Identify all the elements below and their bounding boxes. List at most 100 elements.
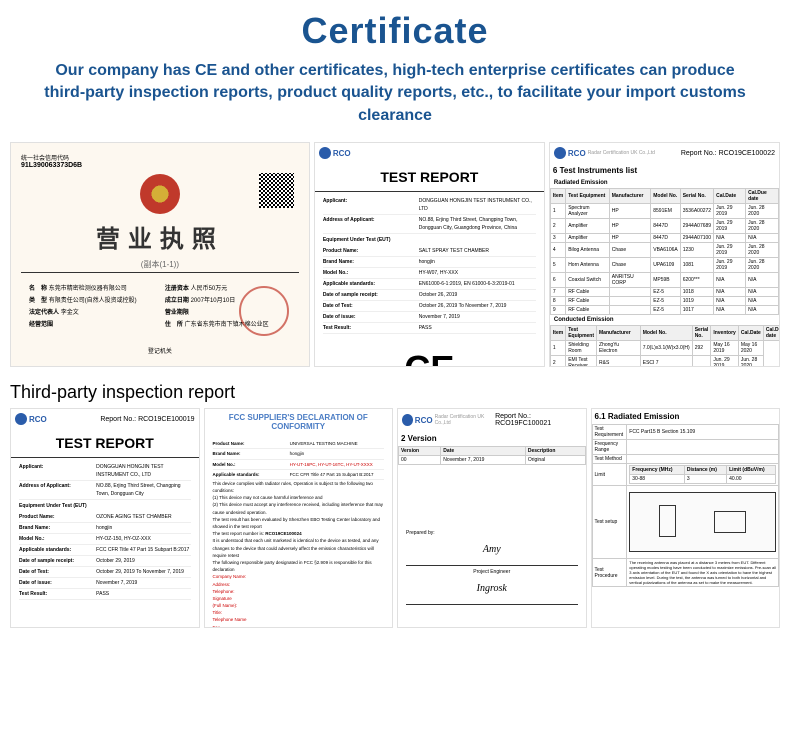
rco-logo-icon — [319, 147, 331, 159]
prepared-by-label: Prepared by: — [406, 529, 578, 537]
setup-label: Test setup — [592, 486, 627, 559]
rco-logo-icon — [402, 414, 413, 426]
brand-label: Brand Name: — [213, 450, 290, 457]
certificates-row-1: 统一社会信用代码 91L390063373D6B 营业执照 (副本(1-1)) … — [0, 142, 790, 367]
radiated-procedure-report: 6.1 Radiated Emission Test RequirementFC… — [591, 408, 781, 628]
page-title: Certificate — [20, 10, 770, 52]
signature-2: Ingrosk — [406, 576, 578, 602]
issue-date-val: November 7, 2019 — [419, 313, 536, 321]
report-num-val: RCO19CE100024 — [265, 531, 301, 536]
model-val: HY-OZ-150, HY-OZ-XXX — [96, 535, 190, 543]
standards-val: FCC CFR Title 47 Part 15 Subpart B:2017 — [96, 546, 190, 554]
standards-val: EN61000-6-1:2019, EN 61000-6-3:2019-01 — [419, 280, 536, 288]
signature-1: Amy — [406, 537, 578, 563]
ce-test-report: RCO TEST REPORT Applicant:DONGGUAN HONGJ… — [314, 142, 545, 367]
applicant-val: DONGGUAN HONGJIN TEST INSTRUMENT CO., LT… — [96, 463, 190, 479]
role-1: Project Engineer — [406, 568, 578, 576]
report-number: Report No.: RCO19CE100019 — [100, 416, 194, 423]
report-number: Report No.: RCO19FC100021 — [495, 413, 581, 427]
official-seal-icon — [239, 286, 289, 336]
model-label: Model No.: — [19, 535, 96, 543]
issue-date-val: November 7, 2019 — [96, 579, 190, 587]
test-setup-diagram — [629, 492, 776, 552]
address-val: NO.88, Erjing Third Street, Changping To… — [419, 216, 536, 232]
model-label: Model No.: — [323, 269, 419, 277]
sample-date-val: October 29, 2019 — [96, 557, 190, 565]
result-val: PASS — [419, 324, 536, 332]
fcc-body-4: The test result has been evaluated by Sh… — [213, 516, 385, 530]
test-date-val: October 26, 2019 To November 7, 2019 — [419, 302, 536, 310]
product-val: OZONE AGING TEST CHAMBER — [96, 513, 190, 521]
page-subtitle: Our company has CE and other certificate… — [20, 60, 770, 127]
section-2-title: Third-party inspection report — [0, 367, 790, 408]
product-label: Product Name: — [19, 513, 96, 521]
capital-val: 人民币50万元 — [191, 286, 228, 292]
addr-label: 住 所 — [165, 322, 183, 328]
applicant-label: Applicant: — [323, 197, 419, 213]
sample-date-label: Date of sample receipt: — [19, 557, 96, 565]
issue-date-label: Date of issue: — [19, 579, 96, 587]
model-label: Model No.: — [213, 461, 290, 468]
radiated-emission-table: ItemTest EquipmentManufacturerModel No.S… — [550, 188, 779, 315]
rco-logo-text: RCO — [333, 149, 351, 158]
report-title: TEST REPORT — [11, 429, 199, 458]
version-section-title: 2 Version — [398, 431, 586, 446]
license-subtitle: (副本(1-1)) — [21, 259, 299, 270]
product-val: UNIVERSAL TESTING MACHINE — [290, 440, 384, 447]
logo-tagline: Radar Certification UK Co.,Ltd — [588, 150, 655, 156]
product-label: Product Name: — [213, 440, 290, 447]
inspection-reports-row: RCO Report No.: RCO19CE100019 TEST REPOR… — [0, 408, 790, 628]
business-license-cert: 统一社会信用代码 91L390063373D6B 营业执照 (副本(1-1)) … — [10, 142, 310, 367]
radiated-emission-title: Radiated Emission — [550, 178, 779, 188]
report-number: Report No.: RCO19CE100022 — [681, 150, 775, 157]
type-label: 类 型 — [29, 298, 47, 304]
standards-label: Applicable standards: — [213, 471, 290, 478]
version-table: VersionDateDescription 00November 7, 201… — [398, 446, 586, 465]
authority-label: 登记机关 — [29, 346, 291, 358]
brand-label: Brand Name: — [323, 258, 419, 266]
proc-text: The receiving antenna was placed at a di… — [627, 559, 779, 587]
section-6-title: 6 Test Instruments list — [550, 163, 779, 178]
sample-date-label: Date of sample receipt: — [323, 291, 419, 299]
fcc-body-2: (1) This device may not cause harmful in… — [213, 494, 385, 501]
standards-label: Applicable standards: — [323, 280, 419, 288]
test-date-label: Date of Test: — [323, 302, 419, 310]
rco-logo-text: RCO — [568, 149, 586, 158]
model-val: HY-W07, HY-XXX — [419, 269, 536, 277]
rco-logo-icon — [15, 413, 27, 425]
result-val: PASS — [96, 590, 190, 598]
fcc-body-6: The following responsible party designat… — [213, 559, 385, 573]
req-val: FCC Part15 B Section 15.109 — [627, 425, 779, 440]
ozone-test-report: RCO Report No.: RCO19CE100019 TEST REPOR… — [10, 408, 200, 628]
fcc-body-1: This device complies with radiator rules… — [213, 480, 385, 494]
brand-val: hongjin — [290, 450, 384, 457]
date-val: 2007年10月10日 — [191, 298, 236, 304]
section-6-1-title: 6.1 Radiated Emission — [592, 409, 780, 424]
qr-code — [259, 173, 294, 208]
brand-label: Brand Name: — [19, 524, 96, 532]
capital-label: 注册资本 — [165, 286, 189, 292]
date-label: 成立日期 — [165, 298, 189, 304]
eut-label: Equipment Under Test (EUT) — [19, 500, 191, 512]
national-emblem-icon — [140, 174, 180, 214]
rco-logo-text: RCO — [29, 415, 47, 424]
address-label: Address of Applicant: — [323, 216, 419, 232]
fcc-body-3: (2) This device must accept any interfer… — [213, 501, 385, 515]
rep-val: 李金文 — [61, 310, 79, 316]
rep-label: 法定代表人 — [29, 310, 59, 316]
name-val: 东莞市精密检测仪器有限公司 — [49, 286, 127, 292]
issue-date-label: Date of issue: — [323, 313, 419, 321]
test-date-label: Date of Test: — [19, 568, 96, 576]
brand-val: hongjin — [96, 524, 190, 532]
rco-logo-icon — [554, 147, 566, 159]
fcc-title: FCC SUPPLIER'S DECLARATION OF CONFORMITY — [205, 409, 393, 435]
conducted-emission-title: Conducted Emission — [550, 315, 779, 325]
fcc-body-5: It is understood that each unit marketed… — [213, 537, 385, 559]
proc-label: Test Procedure — [592, 559, 627, 587]
method-label: Test Method — [592, 455, 627, 464]
name-label: 名 称 — [29, 286, 47, 292]
brand-val: hongjin — [419, 258, 536, 266]
logo-tagline: Radar Certification UK Co.,Ltd — [435, 414, 496, 426]
address-val: NO.88, Erjing Third Street, Changping To… — [96, 482, 190, 498]
license-code-label: 统一社会信用代码 — [21, 153, 299, 162]
